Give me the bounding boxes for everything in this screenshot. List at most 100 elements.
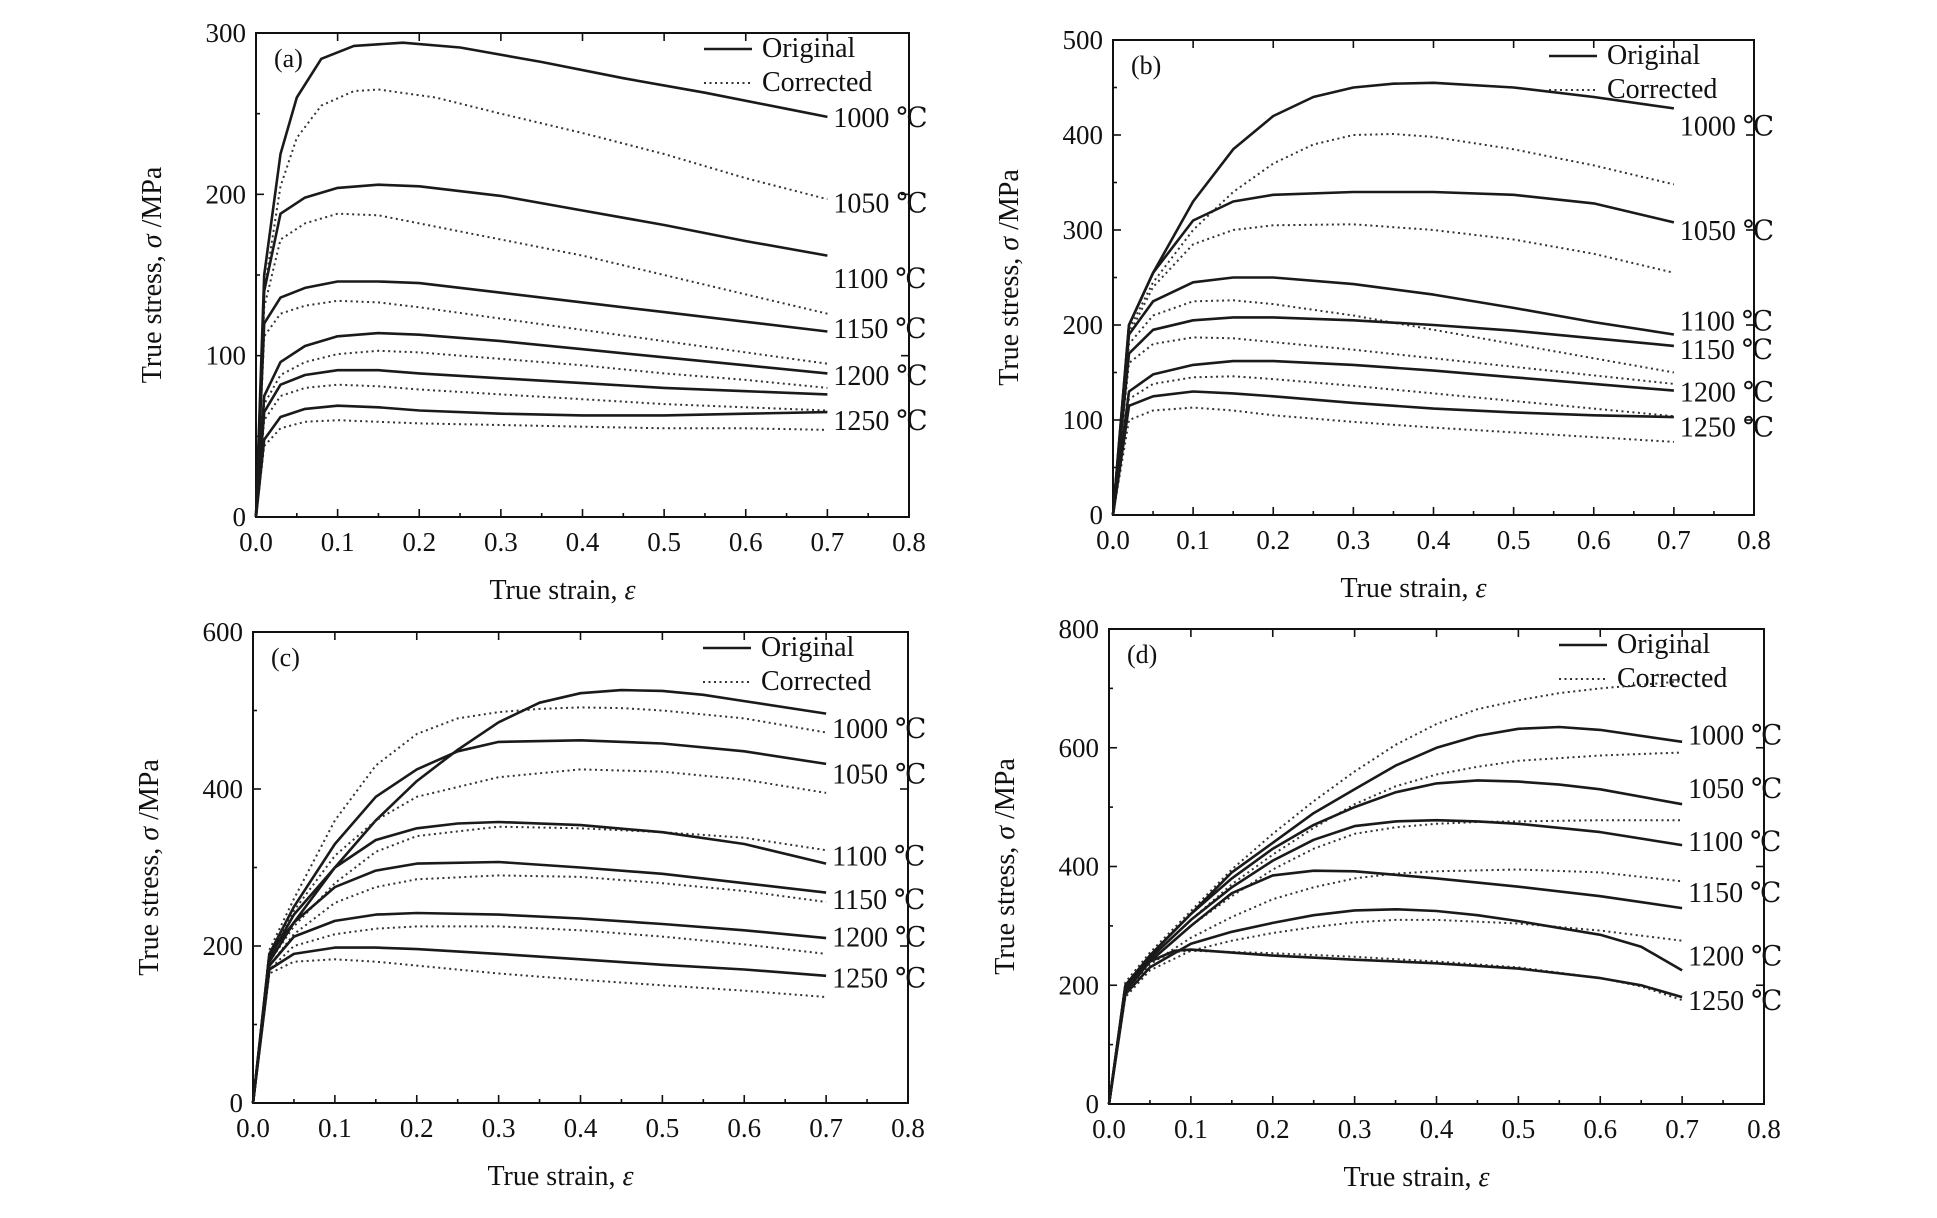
series-corrected-line <box>252 874 827 1104</box>
series-original-line <box>1111 81 1675 516</box>
x-tick-label: 0.1 <box>1176 525 1210 555</box>
x-tick-label: 0.6 <box>1577 525 1611 555</box>
x-tick-label: 0.0 <box>239 527 273 557</box>
x-tick-label: 0.7 <box>1657 525 1691 555</box>
series-corrected-line <box>1108 868 1683 1105</box>
temperature-label: 1100 ℃ <box>1688 827 1781 858</box>
x-axis-title-text: True strain, <box>487 1161 622 1192</box>
series-original-line <box>254 368 828 518</box>
series-original-line <box>251 860 827 1104</box>
y-tick-label: 100 <box>1063 405 1104 435</box>
series-original-line <box>254 41 828 518</box>
panel-label: (d) <box>1127 640 1157 669</box>
series-corrected-line <box>1112 406 1674 516</box>
y-axis-title: True stress, σ /MPa <box>137 166 168 383</box>
series-corrected-line <box>252 706 827 1104</box>
series-corrected-line <box>252 958 827 1104</box>
series-original-line <box>254 404 828 518</box>
y-tick-label: 300 <box>1063 215 1104 245</box>
temperature-label: 1100 ℃ <box>832 842 925 873</box>
temperature-label: 1100 ℃ <box>833 264 926 295</box>
x-tick-label: 0.4 <box>564 1113 598 1143</box>
x-axis-title-text: True strain, <box>1340 573 1475 604</box>
y-axis-symbol: σ <box>990 819 1021 840</box>
x-axis-symbol: ε <box>1479 1162 1490 1193</box>
plot-frame <box>255 32 910 518</box>
series-original-line <box>254 183 828 518</box>
plot-frame <box>1108 628 1765 1105</box>
x-tick-label: 0.5 <box>646 1113 680 1143</box>
series-original-line <box>1107 908 1683 1105</box>
y-axis-title-text: True stress, <box>994 251 1025 386</box>
series-original-line <box>1111 190 1675 516</box>
series-corrected-line <box>255 419 828 518</box>
y-tick-label: 0 <box>1086 1089 1100 1119</box>
chart-panel-c: 0.0 0.1 0.2 0.3 0.4 0.5 0.6 0.7 0.8 0 200 400 600 Tru… <box>134 617 926 1192</box>
y-axis-symbol: σ <box>994 230 1025 251</box>
x-tick-label: 0.3 <box>484 527 518 557</box>
temperature-label: 1250 ℃ <box>833 406 927 437</box>
y-tick-label: 600 <box>1059 733 1100 763</box>
series-original-line <box>1111 276 1675 516</box>
x-tick-label: 0.8 <box>1737 525 1771 555</box>
temperature-label: 1150 ℃ <box>833 314 926 345</box>
x-tick-label: 0.6 <box>729 527 763 557</box>
temperature-label: 1200 ℃ <box>1688 942 1782 973</box>
x-axis-title: True strain, ε <box>1340 573 1486 604</box>
temperature-label: 1050 ℃ <box>1688 774 1782 805</box>
x-tick-label: 0.7 <box>1665 1114 1699 1144</box>
y-axis-title-text: True stress, <box>134 841 165 976</box>
chart-panel-a: 0.0 0.1 0.2 0.3 0.4 0.5 0.6 0.7 0.8 0 100 200 300 Tru… <box>137 18 928 606</box>
x-tick-label: 0.8 <box>892 527 926 557</box>
y-axis-unit: /MPa <box>134 759 165 820</box>
y-axis-unit: /MPa <box>994 169 1025 230</box>
x-axis-title-text: True strain, <box>1343 1162 1478 1193</box>
series-corrected-line <box>1108 680 1683 1105</box>
series-original-line <box>1111 359 1675 516</box>
series-corrected-line <box>252 925 827 1104</box>
legend-label: Original <box>1607 40 1701 71</box>
temperature-label: 1050 ℃ <box>832 759 926 790</box>
x-tick-label: 0.6 <box>727 1113 761 1143</box>
panel-label: (a) <box>274 44 303 73</box>
y-axis-symbol: σ <box>134 820 165 841</box>
y-tick-label: 200 <box>203 931 244 961</box>
y-axis-symbol: σ <box>137 227 168 248</box>
x-tick-label: 0.2 <box>402 527 436 557</box>
temperature-label: 1200 ℃ <box>833 361 927 392</box>
series-corrected-line <box>1112 223 1675 516</box>
series-corrected-line <box>1108 819 1683 1105</box>
series-original-line <box>1111 316 1675 516</box>
y-axis-title-text: True stress, <box>137 248 168 383</box>
x-tick-label: 0.0 <box>236 1113 270 1143</box>
x-tick-label: 0.3 <box>482 1113 516 1143</box>
y-tick-label: 300 <box>206 18 247 48</box>
temperature-label: 1250 ℃ <box>1680 413 1774 444</box>
x-axis-title: True strain, ε <box>487 1161 633 1192</box>
x-tick-label: 0.5 <box>647 527 681 557</box>
y-tick-label: 200 <box>206 179 247 209</box>
temperature-label: 1050 ℃ <box>833 188 927 219</box>
x-tick-label: 0.3 <box>1337 525 1371 555</box>
legend-label: Original <box>761 632 855 663</box>
series-corrected-line <box>1112 336 1675 516</box>
temperature-label: 1150 ℃ <box>832 885 925 916</box>
x-tick-label: 0.2 <box>1256 525 1290 555</box>
x-tick-label: 0.8 <box>891 1113 925 1143</box>
series-original-line <box>254 280 828 518</box>
temperature-label: 1000 ℃ <box>832 714 926 745</box>
x-tick-label: 0.6 <box>1583 1114 1617 1144</box>
y-tick-label: 400 <box>1059 852 1100 882</box>
y-tick-label: 800 <box>1059 614 1100 644</box>
legend-label: Original <box>762 33 856 64</box>
x-tick-label: 0.4 <box>1420 1114 1454 1144</box>
temperature-label: 1050 ℃ <box>1680 216 1774 247</box>
temperature-label: 1250 ℃ <box>832 963 926 994</box>
y-tick-label: 200 <box>1059 970 1100 1000</box>
x-tick-label: 0.1 <box>321 527 355 557</box>
legend-label: Corrected <box>762 67 872 98</box>
x-tick-label: 0.5 <box>1497 525 1531 555</box>
series-corrected-line <box>1108 949 1683 1105</box>
panel-label: (b) <box>1131 51 1161 80</box>
series-corrected-line <box>252 825 827 1104</box>
